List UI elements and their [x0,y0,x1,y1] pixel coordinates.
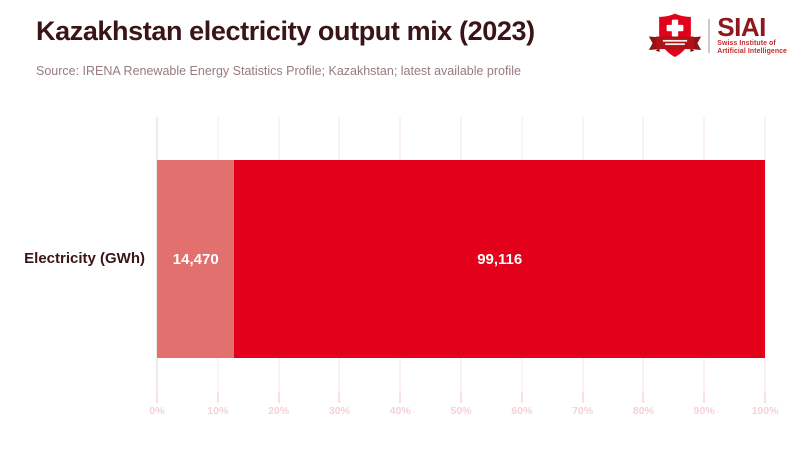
x-tick-mark [217,392,219,403]
logo-text: SIAI Swiss Institute of Artificial Intel… [717,12,787,56]
x-tick-mark [338,392,340,403]
x-tick-label: 30% [328,405,350,417]
x-tick-label: 20% [268,405,290,417]
x-axis: 0% 10% 20% 30% 40% 50% 60% 70% 80% 90% 100% [149,392,778,420]
x-tick-label: 60% [511,405,533,417]
x-tick-mark [278,392,280,403]
x-tick-label: 40% [389,405,411,417]
siai-shield-icon [649,13,702,58]
bar-segment-2: 99,116 [234,160,765,358]
page-title: Kazakhstan electricity output mix (2023) [36,16,535,46]
logo-subtitle-line1: Swiss Institute of [717,40,776,48]
x-tick-mark [460,392,462,403]
x-tick-label: 80% [632,405,654,417]
category-label: Electricity (GWh) [24,250,145,267]
x-tick-mark [521,392,523,403]
x-tick-label: 10% [207,405,229,417]
siai-logo: SIAI Swiss Institute of Artificial Intel… [647,11,787,61]
x-tick-mark [642,392,644,403]
logo-divider [708,19,711,53]
logo-subtitle-line2: Artificial Intelligence [717,47,787,55]
gridline-100% [764,117,766,402]
x-tick-label: 70% [572,405,594,417]
logo-acronym: SIAI [717,12,766,43]
x-tick-label: 50% [450,405,472,417]
source-note: Source: IRENA Renewable Energy Statistic… [36,64,521,78]
x-tick-label: 0% [149,405,165,417]
x-tick-label: 100% [751,405,779,417]
x-tick-mark [703,392,705,403]
plot-area: 14,470 99,116 [156,117,766,402]
x-tick-mark [156,392,158,403]
x-tick-mark [399,392,401,403]
x-tick-mark [764,392,766,403]
x-tick-mark [582,392,584,403]
x-tick-label: 90% [693,405,715,417]
bar-segment-1: 14,470 [157,160,235,358]
stacked-bar: 14,470 99,116 [157,160,765,358]
